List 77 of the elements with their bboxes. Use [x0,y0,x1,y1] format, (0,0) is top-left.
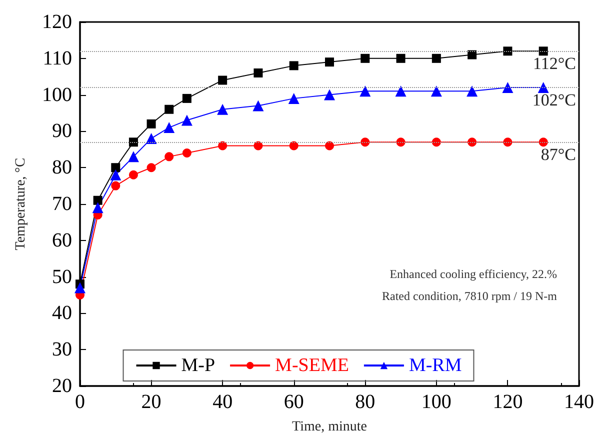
point [289,61,298,70]
y-tick-label: 120 [42,11,72,33]
point [181,114,192,126]
y-tick-label: 50 [52,266,72,288]
point [468,138,477,147]
x-tick-label: 20 [141,391,162,413]
point [538,82,549,94]
point [111,181,120,190]
ref-line-label: 102°C [532,90,576,110]
point [111,163,120,172]
y-tick-label: 60 [52,229,72,252]
point [254,141,263,150]
y-tick-label: 20 [52,375,72,397]
x-tick-label: 40 [212,391,233,413]
point [538,46,548,56]
legend-label: M-SEME [275,355,349,376]
annotation: Rated condition, 7810 rpm / 19 N-m [382,289,558,303]
point [128,138,138,147]
x-tick-label: 120 [492,391,523,413]
point [92,202,104,214]
point [396,138,406,147]
point [396,54,406,63]
y-tick-label: 70 [52,193,72,215]
point [146,119,156,128]
x-axis-title: Time, minute [292,420,367,434]
point [128,170,138,180]
point [325,58,334,67]
ref-line-label: 87°C [540,145,576,164]
point [217,104,228,115]
point [182,94,192,103]
legend-label: M-P [181,355,216,376]
point [324,89,335,100]
x-tick-label: 60 [284,391,304,413]
x-tick-label: 80 [355,391,376,413]
point [503,138,512,147]
point [538,138,548,147]
point [288,92,300,104]
y-tick-label: 90 [52,120,72,142]
point [360,54,370,63]
point [182,148,192,158]
point [395,86,406,97]
y-tick-label: 100 [42,84,72,106]
point [503,46,512,56]
point [430,86,442,97]
y-tick-label: 80 [52,156,72,179]
x-tick-label: 140 [564,391,594,413]
point [146,132,157,144]
point [468,50,477,60]
y-tick-label: 40 [52,302,72,324]
point [252,100,264,112]
y-tick-label: 110 [42,47,72,70]
point [502,82,514,94]
x-tick-label: 0 [75,391,85,413]
point [432,138,441,147]
y-tick-label: 30 [52,338,72,361]
point [218,141,228,150]
point [164,104,174,114]
point [74,282,86,294]
point [289,141,298,150]
y-axis-title: Temperature, °C [14,158,28,250]
point [146,163,156,172]
point [93,196,102,205]
point [164,152,174,162]
point [360,138,370,147]
point [164,122,175,134]
ref-line-label: 112°C [532,54,576,74]
point [110,169,122,180]
point [360,86,371,97]
annotation: Enhanced cooling efficiency, 22.% [390,267,558,281]
point [325,141,334,150]
legend-label: M-RM [408,355,462,376]
point [218,76,228,85]
point [254,68,263,78]
point [466,86,478,97]
point [432,54,441,63]
x-tick-label: 100 [421,391,452,413]
point [128,151,139,162]
